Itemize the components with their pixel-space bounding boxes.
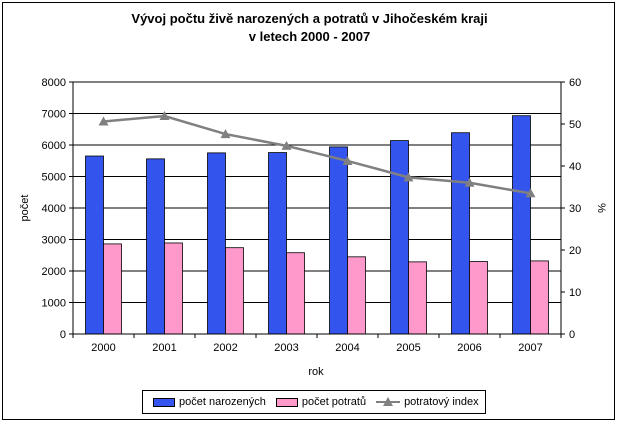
bar-abortions [164, 242, 183, 335]
point-index [464, 177, 475, 187]
tick-labels: 0 1000 2000 3000 4000 5000 6000 7000 8000 0 10 20 30… [42, 77, 582, 354]
bar-births [512, 115, 531, 335]
x-tick-label: 2005 [396, 342, 420, 354]
x-axis-label: rok [308, 366, 324, 378]
y-tick-label: 4000 [42, 203, 66, 215]
y-tick-label: 2000 [42, 266, 66, 278]
y-tick-label: 5000 [42, 172, 66, 184]
bar-births [146, 158, 165, 335]
bar-abortions [286, 252, 305, 335]
point-index [98, 116, 109, 126]
y2-tick-label: 20 [569, 245, 581, 257]
y-tick-label: 7000 [42, 109, 66, 121]
legend-item-abortions: počet potratů [275, 396, 367, 408]
legend-label-births: počet narozených [179, 396, 266, 408]
y2-tick-label: 10 [569, 287, 581, 299]
bar-births [451, 132, 470, 335]
point-index [281, 140, 292, 150]
y2-tick-label: 50 [569, 119, 581, 131]
y2-tick-label: 0 [569, 329, 575, 341]
bar-abortions [347, 256, 366, 335]
bar-births [390, 140, 409, 335]
y2-axis-label: % [595, 203, 607, 213]
axes [69, 81, 565, 338]
y-tick-label: 1000 [42, 298, 66, 310]
legend-swatch-abortions [275, 397, 298, 407]
legend-item-index: potratový index [376, 396, 479, 408]
bar-births [268, 152, 287, 335]
bar-abortions [225, 247, 244, 335]
bar-births [329, 146, 348, 335]
bars [85, 115, 549, 335]
bar-abortions [408, 261, 427, 335]
y-tick-label: 0 [60, 329, 66, 341]
y-tick-label: 8000 [42, 77, 66, 89]
x-tick-label: 2003 [274, 342, 298, 354]
chart-title-block: Vývoj počtu živě narozených a potratů v … [0, 10, 619, 46]
x-tick-label: 2001 [152, 342, 176, 354]
legend-swatch-births [153, 397, 175, 407]
y-tick-label: 3000 [42, 235, 66, 247]
point-index [342, 155, 353, 165]
y-axis-label: počet [19, 195, 31, 222]
line-index [103, 114, 531, 195]
legend-label-index: potratový index [404, 396, 479, 408]
point-index [403, 172, 414, 182]
y2-tick-label: 40 [569, 161, 581, 173]
chart-title: Vývoj počtu živě narozených a potratů v … [131, 11, 488, 26]
legend-item-births: počet narozených [153, 396, 266, 408]
point-index [220, 129, 231, 139]
y2-tick-label: 30 [569, 203, 581, 215]
point-index [159, 111, 170, 121]
y-tick-label: 6000 [42, 140, 66, 152]
x-tick-label: 2002 [213, 342, 237, 354]
bar-births [85, 155, 104, 335]
x-tick-label: 2000 [91, 342, 115, 354]
bar-abortions [103, 243, 122, 335]
y2-tick-label: 60 [569, 77, 581, 89]
point-index [525, 188, 536, 198]
legend-line-index [376, 397, 401, 406]
x-tick-label: 2006 [457, 342, 481, 354]
x-tick-label: 2004 [335, 342, 359, 354]
chart-subtitle: v letech 2000 - 2007 [248, 29, 371, 44]
bar-abortions [469, 261, 488, 335]
x-tick-label: 2007 [518, 342, 542, 354]
bar-births [207, 152, 226, 335]
bar-abortions [530, 260, 549, 335]
legend: počet narozených počet potratů potratový… [142, 390, 486, 414]
legend-label-abortions: počet potratů [301, 396, 367, 408]
line-series [98, 111, 536, 198]
